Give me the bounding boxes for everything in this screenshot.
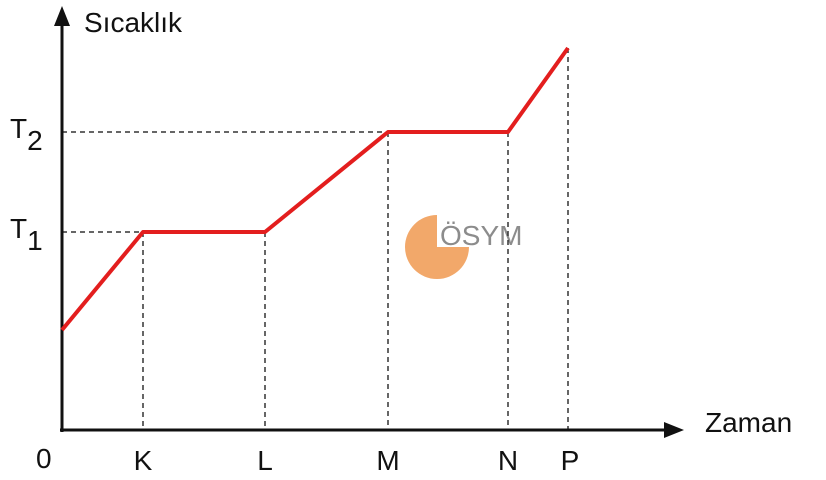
y-point-label: T2 <box>10 113 43 156</box>
x-point-label: K <box>134 445 153 476</box>
watermark-logo <box>405 215 469 279</box>
x-point-label: M <box>376 445 399 476</box>
y-point-sub: 2 <box>27 125 43 156</box>
x-point-label: P <box>561 445 580 476</box>
y-point-label: T1 <box>10 213 43 256</box>
origin-label: 0 <box>36 443 52 474</box>
y-axis-label: Sıcaklık <box>84 7 183 38</box>
y-point-main: T <box>10 213 27 244</box>
x-axis-arrow <box>664 422 684 438</box>
y-point-sub: 1 <box>27 225 43 256</box>
y-point-main: T <box>10 113 27 144</box>
watermark-text: ÖSYM <box>440 220 522 251</box>
x-point-label: L <box>257 445 273 476</box>
x-point-label: N <box>498 445 518 476</box>
heating-curve <box>60 46 570 332</box>
y-axis-arrow <box>54 6 70 26</box>
x-axis-label: Zaman <box>705 407 792 438</box>
